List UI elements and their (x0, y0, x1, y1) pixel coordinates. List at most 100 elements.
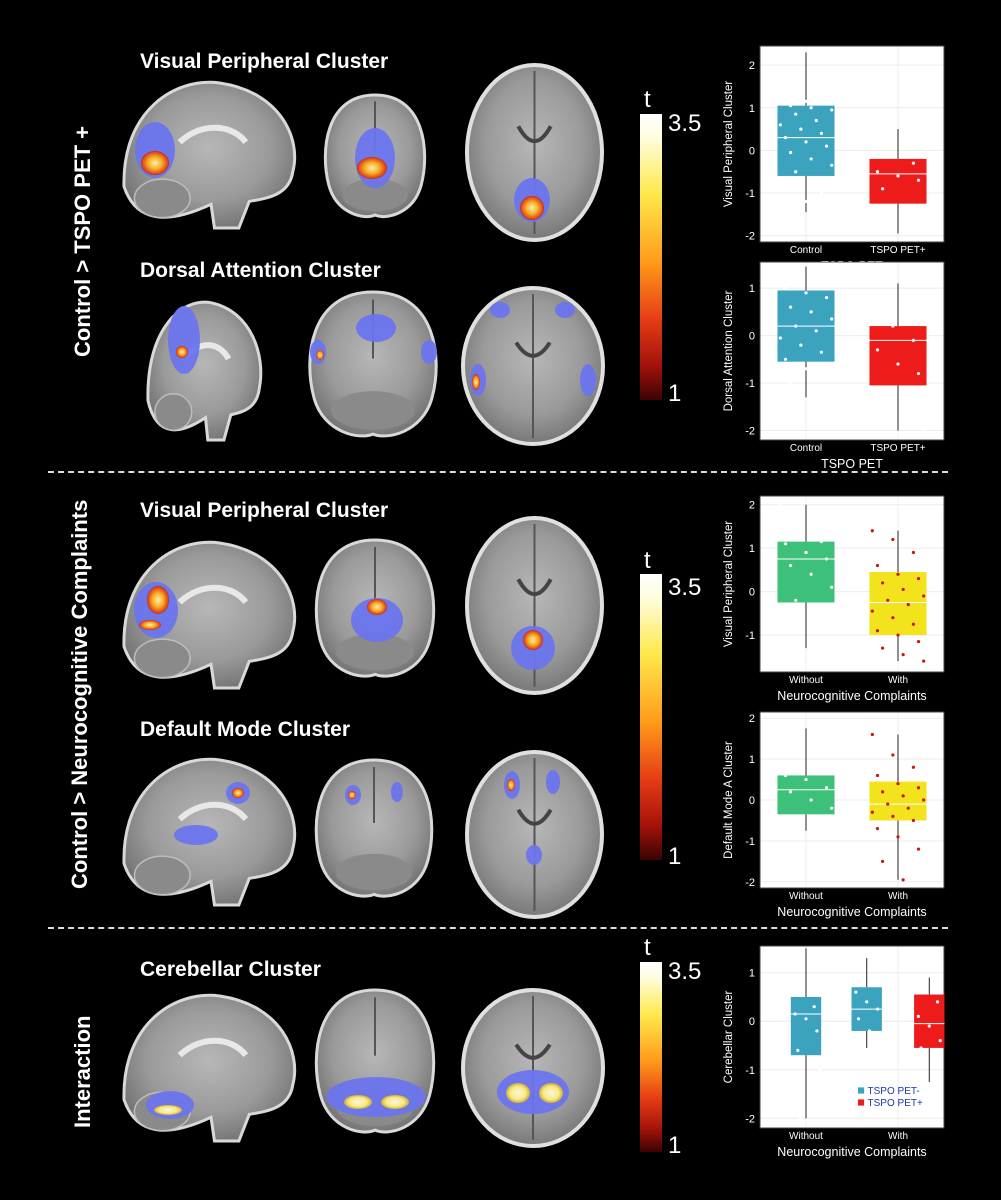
brain-row1b-sagittal-callosum (182, 342, 232, 361)
plot-1-ytick-0: -2 (745, 426, 755, 438)
plot-3-point-0-6 (788, 790, 793, 794)
plot-0-point-1-4 (896, 174, 900, 178)
plot-2-point-0-8 (830, 585, 834, 589)
plot-0-point-0-4 (804, 99, 808, 103)
hot-cluster-3-cor-r (381, 1095, 409, 1109)
plot-2-frame (759, 495, 945, 673)
plot-1-point-0-1 (799, 272, 803, 276)
blue-cluster-1b-axi-4 (580, 364, 596, 396)
plot-4-point-2-0 (914, 975, 918, 980)
hot-cluster-2a-sag (147, 586, 169, 614)
title-visual-peripheral-2: Visual Peripheral Cluster (140, 499, 389, 522)
brain-row1b-coronal-outline (308, 290, 438, 438)
brain-row3-sagittal-cerebellum (133, 1091, 191, 1132)
plot-2-point-0-9 (794, 598, 798, 602)
plot-2-point-1-18 (901, 653, 905, 657)
blue-cluster-1b-cor-l (310, 340, 326, 364)
brain-row1b-coronal-cerebellum (331, 391, 415, 430)
plot-2-ytick-2: 1 (749, 543, 755, 555)
plot-2-point-0-12 (799, 646, 803, 650)
plot-4-xtick-1: With (888, 1131, 908, 1142)
brain-row3-sagittal-callosum (177, 1037, 249, 1058)
plot-0-point-1-7 (901, 204, 905, 208)
plot-3-point-0-0 (778, 726, 782, 730)
plot-0-point-1-1 (891, 144, 895, 148)
plot-4-point-0-5 (815, 1029, 819, 1033)
section-divider-1 (48, 471, 948, 473)
plot-1-point-0-16 (824, 376, 829, 380)
plot-2-point-0-4 (804, 550, 808, 555)
plot-0-point-1-3 (875, 170, 880, 174)
plot-0-point-1-5 (916, 178, 921, 182)
plot-1-point-0-2 (819, 277, 824, 281)
title-dorsal-attention: Dorsal Attention Cluster (140, 259, 381, 282)
blue-cluster-2b-cor-r (391, 782, 403, 802)
plot-2-point-1-16 (916, 639, 921, 644)
blue-cluster-1a-axi (514, 178, 550, 222)
blue-cluster-1a-cor (355, 128, 395, 188)
blue-cluster-1b-cor-r (421, 340, 437, 364)
brain-row1a-sagittal-outline (122, 80, 297, 230)
plot-2-ylabel: Visual Peripheral Cluster (723, 521, 735, 648)
plot-4-point-1-8 (878, 1039, 882, 1043)
brain-row1b-axial-ventricles (514, 341, 552, 358)
plot-2-xtick-0: Without (789, 675, 823, 686)
plot-4-point-0-1 (801, 992, 805, 997)
plot-2-xlabel: Neurocognitive Complaints (777, 689, 926, 703)
plot-4-point-0-9 (798, 1116, 803, 1120)
brain-row1a-axial (465, 63, 604, 242)
plot-0-point-0-6 (788, 104, 793, 108)
plot-0-xtick-0: Control (790, 245, 822, 256)
plot-3-point-0-4 (804, 777, 808, 782)
brain-row2a-axial-outline (465, 516, 604, 695)
plot-3-point-1-2 (911, 765, 916, 769)
plot-2-point-1-13 (911, 622, 916, 626)
plot-4-point-1-7 (867, 1029, 872, 1033)
plot-4-point-1-4 (865, 1000, 869, 1004)
brain-row2a-coronal-cerebellum (336, 633, 414, 671)
plot-1-point-1-4 (896, 362, 900, 366)
plot-0-point-0-21 (814, 176, 818, 180)
plot-4-point-0-6 (796, 1048, 800, 1052)
plot-4-legend-key-1 (857, 1098, 865, 1107)
plot-0-point-1-8 (922, 212, 926, 216)
brain-row3-axial (461, 988, 605, 1148)
plot-4-xlabel: Neurocognitive Complaints (777, 1145, 926, 1159)
boxplot-visual-peripheral-neuro: -1 0 1 2 Without With Visual Peripheral Cluste… (723, 495, 945, 703)
plot-1-point-0-0 (778, 265, 782, 269)
plot-3-point-0-10 (814, 820, 818, 825)
blue-cluster-1a-sag (135, 122, 175, 178)
title-default-mode: Default Mode Cluster (140, 718, 351, 741)
plot-2-point-1-11 (870, 609, 874, 613)
title-cerebellar: Cerebellar Cluster (140, 958, 321, 981)
plot-3-point-1-5 (916, 786, 921, 790)
plot-4-ylabel: Cerebellar Cluster (723, 990, 735, 1083)
brain-row1a-coronal-outline (323, 93, 427, 219)
brain-row1b-sagittal (146, 300, 263, 442)
plot-1-frame (759, 261, 945, 441)
plot-3-point-0-3 (783, 773, 788, 778)
plot-2-point-0-7 (809, 572, 813, 576)
hot-cluster-1a-sag (141, 151, 169, 175)
plot-4-point-1-2 (873, 980, 877, 984)
plot-1-point-0-4 (804, 291, 808, 295)
plot-1-point-0-10 (814, 329, 818, 333)
blue-cluster-2a-axi (511, 626, 555, 670)
brain-row2a-coronal (314, 538, 436, 678)
plot-3-xtick-0: Without (789, 891, 823, 902)
plot-0-point-0-11 (778, 123, 782, 127)
plot-1-point-0-20 (794, 395, 798, 399)
hot-cluster-1b-sag (176, 346, 188, 358)
plot-0-point-0-7 (809, 106, 813, 110)
hot-cluster-2a-sag-2 (139, 620, 161, 630)
plot-4-point-0-2 (812, 1005, 816, 1009)
plot-0-point-1-0 (870, 127, 874, 131)
brain-row3-sagittal-outline (122, 993, 297, 1143)
colorbar-3-max: 3.5 (668, 958, 702, 985)
plot-2-box-0 (777, 541, 835, 603)
blue-cluster-3-axi (497, 1070, 569, 1114)
brain-row1a-coronal (323, 93, 427, 219)
boxplot-visual-peripheral-tspo: -2 -1 0 1 2 Control TSPO PET+ Visual Peripheral… (723, 45, 945, 273)
plot-4-point-2-6 (919, 1046, 923, 1050)
plot-4-point-2-1 (924, 990, 929, 994)
